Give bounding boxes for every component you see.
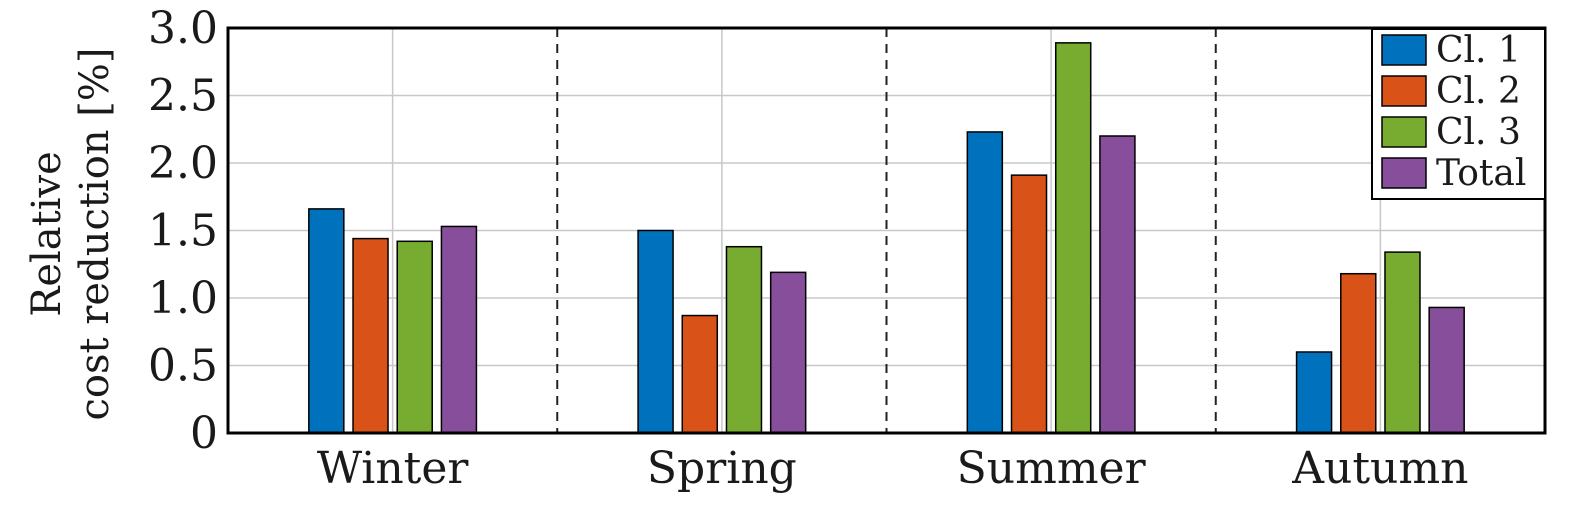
y-tick-label: 1.5 [148, 206, 218, 257]
x-axis-labels: Winter Spring Summer Autumn [317, 443, 1469, 494]
legend-label: Cl. 2 [1436, 71, 1521, 112]
x-tick-label: Winter [317, 443, 470, 494]
legend-label: Cl. 1 [1436, 30, 1521, 71]
y-axis-label-line-1: Relative [24, 151, 70, 317]
legend-label: Cl. 3 [1436, 112, 1521, 153]
legend-label: Total [1436, 153, 1526, 194]
bar-total-spring [769, 271, 807, 434]
legend-swatch [1381, 116, 1427, 148]
y-tick-label: 0 [190, 408, 218, 459]
bars [308, 42, 1465, 434]
plot-frame [226, 26, 1547, 435]
bar-cl-2-autumn [1340, 272, 1377, 434]
bar-total-winter [440, 225, 478, 434]
x-tick-label: Summer [957, 443, 1147, 494]
legend-swatch [1381, 75, 1427, 107]
bar-cl-3-winter [396, 240, 433, 434]
category-separators [556, 28, 1217, 433]
y-tick-label: 1.0 [148, 273, 218, 324]
bar-cl-1-summer [966, 131, 1004, 434]
bar-cl-2-summer [1010, 174, 1048, 434]
bar-total-summer [1099, 135, 1136, 434]
legend-swatch [1381, 157, 1427, 189]
x-tick-label: Spring [647, 443, 797, 494]
bar-cl-2-winter [352, 237, 389, 434]
bar-cl-1-spring [637, 229, 674, 434]
bar-cl-1-autumn [1295, 351, 1333, 434]
y-tick-label: 0.5 [148, 341, 218, 392]
x-tick-label: Autumn [1291, 443, 1468, 494]
y-axis-ticks: 0 0.5 1.0 1.5 2.0 2.5 3.0 [148, 3, 218, 459]
y-axis-label-line-2: cost reduction [%] [72, 47, 118, 420]
y-tick-label: 3.0 [148, 3, 218, 54]
bar-total-autumn [1428, 306, 1465, 434]
bar-cl-2-spring [681, 314, 719, 434]
y-tick-label: 2.5 [148, 71, 218, 122]
bar-cl-3-spring [725, 245, 763, 434]
bar-cl-1-winter [308, 208, 345, 434]
y-tick-label: 2.0 [148, 138, 218, 189]
bar-cl-3-summer [1054, 42, 1092, 434]
legend-swatch [1381, 34, 1427, 66]
bar-cl-3-autumn [1384, 251, 1421, 434]
